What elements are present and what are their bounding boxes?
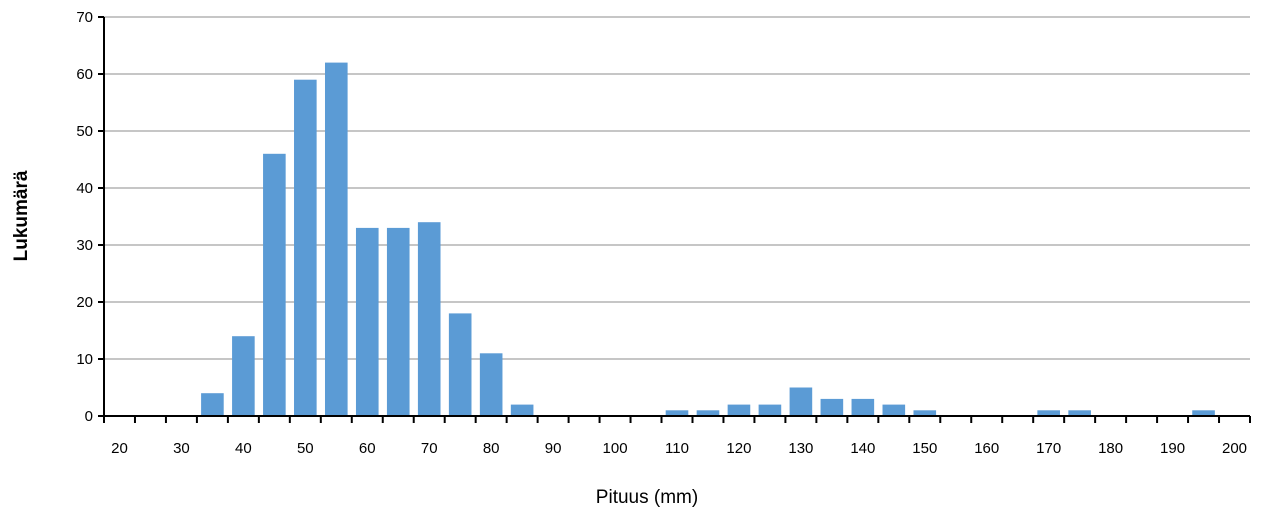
bar (355, 227, 379, 416)
bar (1068, 410, 1091, 416)
y-tick-label: 10 (76, 351, 93, 368)
bar (820, 398, 844, 416)
bar (201, 393, 224, 416)
x-tick-labels: 20 30 40 50 60 70 80 90 100 110 120 130 140 150 160 170… (111, 440, 1247, 457)
bar (727, 404, 751, 416)
x-tick-label: 140 (850, 440, 875, 457)
y-tick-label: 70 (76, 9, 93, 26)
y-tick-label: 40 (76, 180, 93, 197)
y-tick-label: 20 (76, 294, 93, 311)
bar (665, 410, 689, 416)
x-tick-label: 190 (1160, 440, 1185, 457)
y-tick-label: 30 (76, 237, 93, 254)
x-tick-label: 80 (483, 440, 500, 457)
x-tick-label: 60 (359, 440, 376, 457)
bars (201, 62, 1215, 417)
bar (851, 398, 875, 416)
axes (98, 16, 1251, 423)
x-tick-label: 20 (111, 440, 128, 457)
bar (789, 387, 813, 416)
bar (1037, 410, 1060, 416)
y-tick-labels: 0 10 20 30 40 50 60 70 (76, 9, 93, 425)
x-tick-label: 120 (726, 440, 751, 457)
bar (913, 410, 937, 416)
y-tick-label: 0 (85, 408, 93, 425)
bar (417, 222, 441, 416)
x-tick-label: 100 (603, 440, 628, 457)
bar (510, 404, 534, 416)
bar (386, 227, 410, 416)
bar (479, 353, 503, 416)
x-tick-label: 30 (173, 440, 190, 457)
x-tick-label: 50 (297, 440, 314, 457)
bar (758, 404, 782, 416)
x-tick-label: 160 (974, 440, 999, 457)
bar (294, 79, 317, 416)
x-tick-label: 180 (1098, 440, 1123, 457)
x-axis-title: Pituus (mm) (596, 487, 698, 508)
bar (263, 153, 286, 417)
x-tick-label: 70 (421, 440, 438, 457)
bar (882, 404, 906, 416)
x-tick-label: 40 (235, 440, 252, 457)
x-tick-label: 130 (788, 440, 813, 457)
x-tick-label: 110 (665, 440, 689, 457)
x-tick-label: 170 (1036, 440, 1061, 457)
x-tick-label: 90 (545, 440, 562, 457)
x-tick-label: 150 (912, 440, 937, 457)
x-tick-label: 200 (1222, 440, 1247, 457)
bar (232, 336, 255, 416)
y-tick-label: 50 (76, 123, 93, 140)
y-tick-label: 60 (76, 66, 93, 83)
bar (696, 410, 720, 416)
bar (1192, 410, 1215, 416)
bar (448, 313, 472, 416)
y-axis-title: Lukumärä (11, 170, 32, 261)
bar (324, 62, 348, 416)
